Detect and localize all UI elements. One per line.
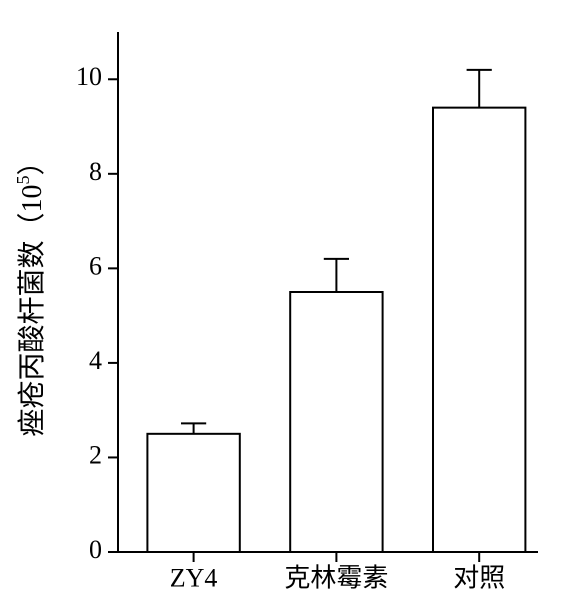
x-tick-label: ZY4 bbox=[170, 564, 218, 593]
y-tick-label: 2 bbox=[89, 440, 102, 469]
svg-text:痤疮丙酸杆菌数（105）: 痤疮丙酸杆菌数（105） bbox=[13, 147, 48, 436]
x-tick-label: 对照 bbox=[453, 564, 505, 593]
y-tick-label: 10 bbox=[76, 62, 102, 91]
y-tick-label: 0 bbox=[89, 535, 102, 564]
y-tick-label: 8 bbox=[89, 157, 102, 186]
bar bbox=[147, 434, 239, 552]
y-tick-label: 4 bbox=[89, 346, 102, 375]
bar bbox=[290, 292, 382, 552]
chart-svg: 0 2 4 6 8 10 ZY4 克林霉素 对照 痤疮丙酸杆菌数（105） bbox=[0, 0, 567, 616]
y-axis-label: 痤疮丙酸杆菌数（105） bbox=[13, 147, 48, 436]
bar bbox=[433, 108, 525, 552]
y-tick-label: 6 bbox=[89, 251, 102, 280]
x-tick-label: 克林霉素 bbox=[284, 564, 388, 593]
bar-chart: 0 2 4 6 8 10 ZY4 克林霉素 对照 痤疮丙酸杆菌数（105） bbox=[0, 0, 567, 616]
